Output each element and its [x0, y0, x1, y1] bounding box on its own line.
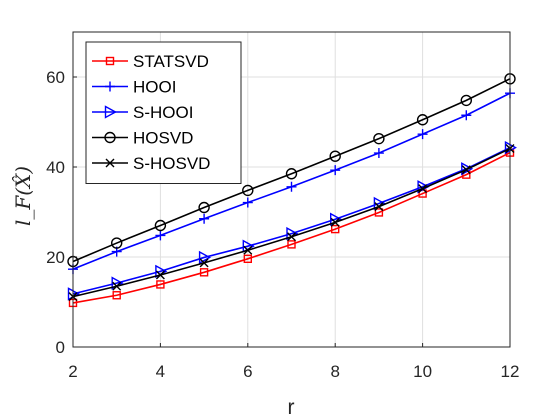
data-point	[198, 250, 212, 265]
legend-marker	[105, 56, 115, 66]
y-axis-label: l_F(X̂)	[11, 166, 35, 226]
data-point	[374, 208, 384, 217]
x-tick-label: 6	[243, 362, 252, 381]
data-point	[417, 129, 428, 140]
legend-entry: HOOI	[92, 78, 176, 97]
data-point	[242, 197, 253, 208]
y-axis: 0 20 40 60	[46, 68, 77, 357]
x-tick-label: 10	[413, 362, 432, 381]
legend-label: HOOI	[133, 78, 176, 97]
data-point	[287, 232, 296, 242]
series-hooi	[68, 88, 515, 275]
data-point	[199, 258, 209, 268]
data-point	[373, 132, 385, 145]
data-point	[418, 184, 428, 194]
data-point	[112, 291, 121, 300]
series-line	[72, 78, 511, 263]
legend-label: S-HOSVD	[133, 154, 210, 173]
series-s-hosvd	[68, 144, 515, 302]
y-tick-label: 60	[46, 68, 65, 87]
x-tick-label: 2	[68, 362, 77, 381]
legend-entry: HOSVD	[92, 129, 193, 148]
x-axis: 2 4 6 8 10 12	[68, 343, 519, 381]
data-point	[416, 114, 429, 126]
data-point	[330, 217, 340, 227]
data-point	[243, 245, 253, 255]
data-point	[461, 162, 474, 176]
series-line	[72, 151, 511, 304]
data-point	[199, 213, 210, 224]
data-point	[374, 202, 384, 212]
legend-entry: S-HOSVD	[92, 154, 210, 173]
legend-marker	[105, 81, 115, 92]
data-point	[155, 270, 165, 280]
data-point	[199, 268, 209, 277]
legend-entry: STATSVD	[92, 52, 209, 71]
data-point	[286, 181, 297, 192]
data-point	[112, 281, 122, 291]
series-hosvd	[67, 73, 516, 268]
x-tick-label: 12	[501, 362, 520, 381]
series-line	[72, 146, 511, 295]
x-tick-label: 4	[156, 362, 165, 381]
x-axis-label: r	[288, 396, 295, 419]
data-point	[329, 150, 341, 162]
data-point	[156, 280, 165, 289]
data-point	[331, 224, 340, 234]
plot-frame	[72, 31, 511, 348]
data-point	[243, 254, 253, 264]
legend-label: STATSVD	[133, 52, 209, 71]
data-point	[242, 184, 254, 197]
data-point	[461, 110, 472, 121]
data-point	[330, 165, 341, 176]
data-point	[373, 148, 384, 159]
data-point	[154, 219, 167, 232]
data-point	[198, 201, 210, 214]
legend-entry: S-HOOI	[92, 103, 193, 122]
data-point	[460, 94, 472, 107]
y-tick-label: 20	[46, 248, 65, 267]
legend-marker	[104, 131, 116, 144]
data-point	[285, 168, 298, 180]
series-group	[67, 73, 517, 308]
legend-marker	[105, 158, 115, 168]
data-point	[287, 240, 296, 249]
legend-label: S-HOOI	[133, 103, 193, 122]
x-tick-label: 8	[330, 362, 339, 381]
data-point	[155, 230, 166, 241]
data-point	[110, 237, 123, 249]
y-tick-label: 0	[56, 338, 65, 357]
legend-label: HOSVD	[133, 129, 193, 148]
legend-marker	[104, 105, 117, 119]
y-tick-label: 40	[46, 158, 65, 177]
legend: STATSVD HOOI S-HOOI HOSVD S-HOSVD	[85, 41, 242, 184]
data-point	[461, 165, 471, 175]
